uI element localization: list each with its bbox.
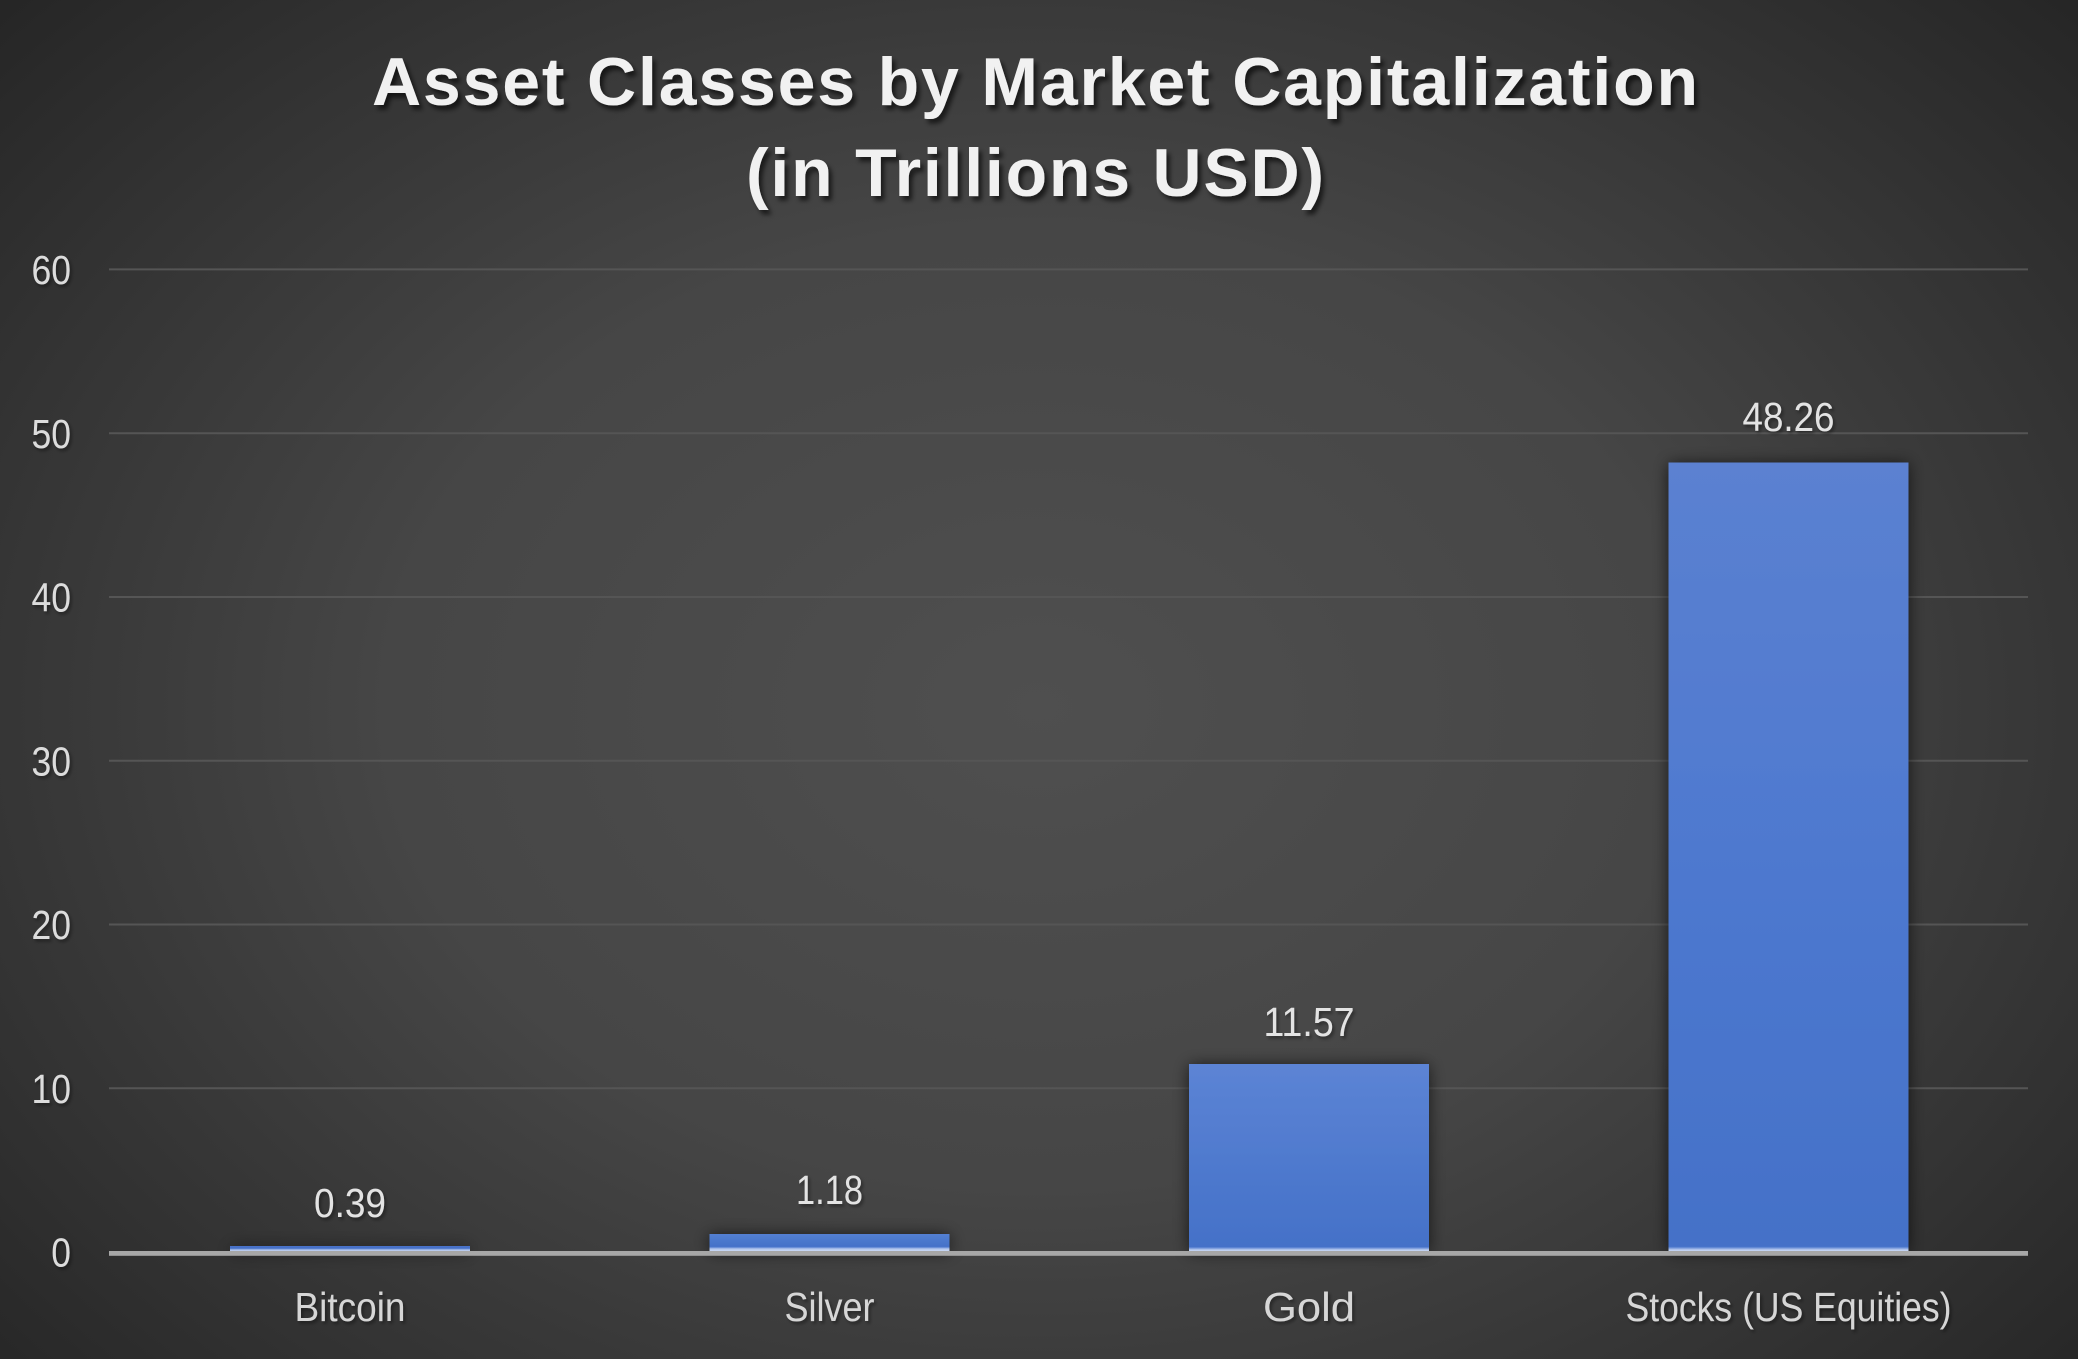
svg-text:Stocks (US Equities): Stocks (US Equities): [1626, 1284, 1952, 1330]
svg-text:Gold: Gold: [1263, 1284, 1355, 1330]
svg-text:50: 50: [32, 411, 72, 457]
svg-text:10: 10: [32, 1066, 72, 1112]
svg-text:40: 40: [32, 575, 72, 621]
svg-text:60: 60: [32, 247, 72, 293]
svg-text:Bitcoin: Bitcoin: [295, 1284, 406, 1330]
svg-text:0: 0: [51, 1230, 71, 1276]
svg-text:Asset Classes by Market Capita: Asset Classes by Market Capitalization: [372, 44, 1698, 120]
svg-text:11.57: 11.57: [1264, 999, 1355, 1045]
svg-text:(in Trillions USD): (in Trillions USD): [746, 135, 1324, 211]
svg-text:30: 30: [32, 738, 72, 784]
svg-text:0.39: 0.39: [314, 1180, 386, 1226]
svg-text:48.26: 48.26: [1743, 394, 1835, 440]
svg-text:1.18: 1.18: [796, 1167, 863, 1213]
svg-text:20: 20: [32, 902, 72, 948]
svg-text:Silver: Silver: [785, 1284, 875, 1330]
